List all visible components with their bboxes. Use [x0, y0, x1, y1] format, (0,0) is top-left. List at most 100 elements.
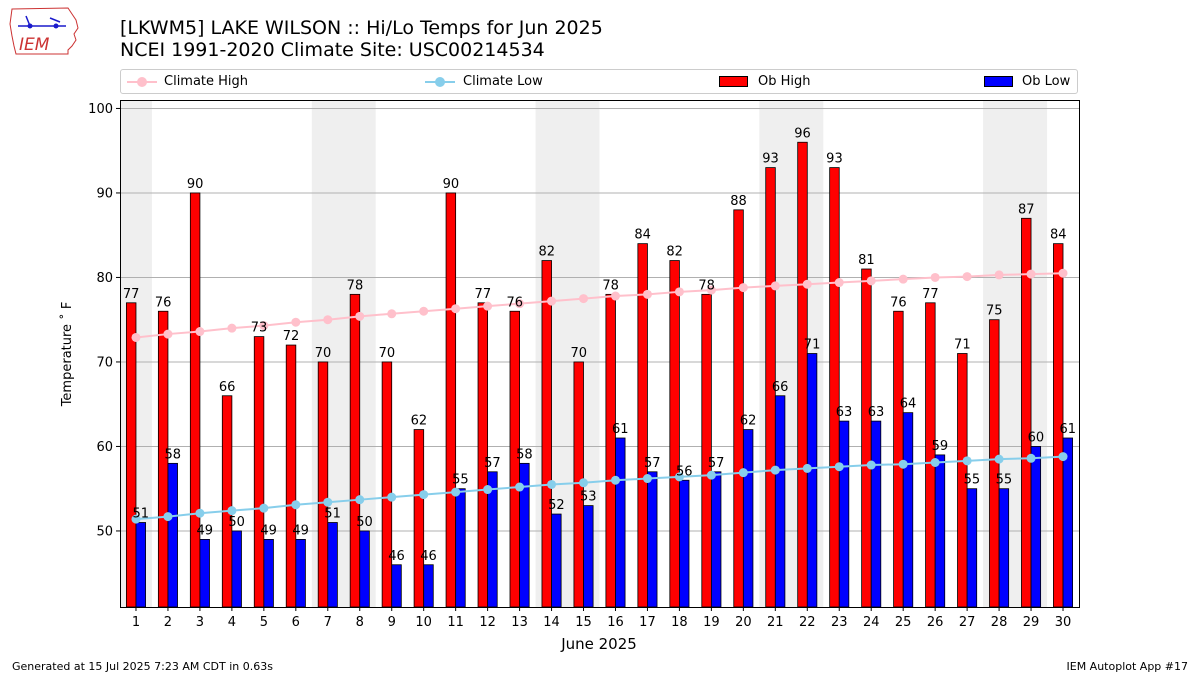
climate-high-point [323, 315, 333, 325]
ob-low-bar [838, 420, 850, 608]
climate-high-point [770, 281, 780, 291]
x-tick-label: 22 [799, 615, 816, 630]
climate-low-point [1026, 453, 1036, 463]
climate-high-line [135, 272, 1064, 339]
climate-high-point [962, 272, 972, 282]
climate-high-point [1026, 269, 1036, 279]
logo-text: IEM [19, 35, 50, 55]
y-tick-label: 70 [96, 355, 113, 370]
ob-high-label: 84 [1050, 228, 1067, 243]
ob-high-label: 76 [890, 295, 907, 310]
ob-high-label: 75 [986, 304, 1003, 319]
x-tick-label: 20 [735, 615, 752, 630]
legend-climate-high: Climate High [164, 74, 249, 89]
ob-high-label: 66 [219, 380, 236, 395]
y-tick-label: 80 [96, 271, 113, 286]
x-tick-label: 27 [959, 615, 976, 630]
ob-low-label: 62 [740, 414, 757, 429]
ob-high-label: 93 [762, 152, 779, 167]
ob-low-label: 63 [868, 405, 885, 420]
ob-low-bar [551, 513, 562, 608]
ob-high-swatch [719, 76, 748, 87]
x-tick-label: 25 [895, 615, 912, 630]
climate-low-point [1058, 452, 1068, 462]
ob-high-label: 87 [1018, 202, 1035, 217]
x-tick-label: 14 [543, 615, 560, 630]
climate-high-point [355, 311, 365, 321]
ob-low-bar [934, 454, 946, 608]
ob-high-bar [285, 344, 297, 608]
ob-high-label: 78 [602, 278, 619, 293]
ob-low-bar [966, 488, 978, 608]
climate-high-point [195, 327, 205, 337]
y-tick-label: 90 [96, 186, 113, 201]
ob-low-bar [423, 564, 434, 608]
x-tick-label: 17 [639, 615, 656, 630]
ob-high-label: 76 [155, 295, 172, 310]
title-line-1: [LKWM5] LAKE WILSON :: Hi/Lo Temps for J… [120, 17, 603, 39]
climate-high-point [898, 274, 908, 284]
y-tick-label: 60 [96, 440, 113, 455]
ob-low-bar [327, 522, 338, 608]
ob-low-bar [710, 471, 722, 608]
ob-low-label: 60 [1028, 430, 1045, 445]
ob-low-bar [902, 412, 914, 608]
ob-high-bar [381, 361, 393, 608]
ob-low-label: 64 [900, 397, 917, 412]
ob-high-label: 96 [794, 126, 811, 141]
ob-high-bar [413, 429, 425, 608]
plot-frame [120, 100, 1080, 608]
ob-low-label: 58 [516, 447, 533, 462]
ob-low-label: 59 [932, 439, 949, 454]
iem-logo: IEM [8, 6, 82, 58]
climate-high-point [227, 323, 237, 333]
climate-low-point [387, 492, 397, 502]
climate-low-point [898, 459, 908, 469]
ob-high-bar [541, 260, 552, 608]
climate-high-marker-swatch [137, 77, 147, 87]
x-tick-label: 18 [671, 615, 688, 630]
ob-high-label: 77 [922, 287, 939, 302]
footer-app: IEM Autoplot App #17 [1066, 660, 1189, 673]
climate-high-point [1058, 268, 1068, 278]
x-tick-label: 15 [575, 615, 592, 630]
climate-low-marker-swatch [435, 77, 445, 87]
ob-low-label: 50 [228, 515, 245, 530]
climate-high-point [866, 276, 876, 286]
x-tick-label: 2 [164, 615, 172, 630]
ob-low-label: 57 [708, 456, 725, 471]
ob-low-bar [455, 488, 466, 608]
x-tick-label: 4 [228, 615, 236, 630]
ob-low-bar [391, 564, 402, 608]
ob-low-label: 55 [452, 473, 469, 488]
bar-labels: 77 76 90 66 73 72 70 78 70 62 90 77 76 82 70 78 84 82 78 88… [123, 126, 1076, 564]
climate-low-point [355, 495, 365, 505]
climate-high-point [738, 283, 748, 293]
ob-low-bar [998, 488, 1010, 608]
climate-high-point [674, 287, 684, 297]
x-tick-label: 23 [831, 615, 848, 630]
x-tick-label: 13 [511, 615, 528, 630]
ob-low-label: 57 [484, 456, 501, 471]
ob-high-label: 73 [251, 321, 268, 336]
climate-high-point [930, 272, 940, 282]
climate-low-point [706, 470, 716, 480]
ob-high-bar [221, 395, 233, 608]
ob-low-label: 61 [612, 422, 629, 437]
climate-low-point [291, 500, 301, 510]
ob-high-bar [733, 209, 744, 608]
climate-low-point [419, 490, 429, 500]
legend-climate-low: Climate Low [463, 74, 543, 89]
x-tick-label: 7 [324, 615, 332, 630]
ob-high-label: 93 [826, 152, 843, 167]
ob-high-bar [349, 293, 361, 608]
ob-high-bar [125, 302, 137, 608]
ob-low-label: 51 [133, 507, 150, 522]
ob-low-label: 66 [772, 380, 789, 395]
ob-low-label: 57 [644, 456, 661, 471]
x-tick-label: 3 [196, 615, 204, 630]
ob-high-label: 70 [315, 346, 332, 361]
ob-low-label: 51 [324, 507, 341, 522]
climate-low-point [131, 514, 141, 524]
ob-high-bar [925, 302, 936, 608]
